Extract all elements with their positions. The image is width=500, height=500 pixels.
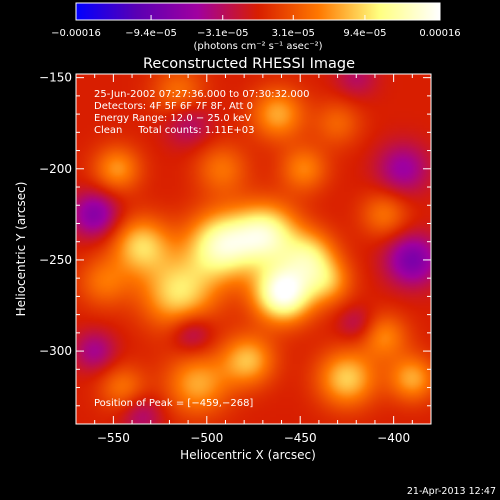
colorbar-ticks: −0.00016 −9.4e−05 −3.1e−05 3.1e−05 9.4e−05 0.… bbox=[51, 15, 461, 39]
y-tick-label: −300 bbox=[39, 344, 72, 358]
heatmap-image bbox=[76, 74, 431, 424]
plot-frame bbox=[75, 73, 432, 425]
info-overlay: 25-Jun-2002 07:27:36.000 to 07:30:32.000… bbox=[94, 89, 310, 409]
x-tick-label: −400 bbox=[377, 431, 410, 445]
colorbar-tick-label: 9.4e−05 bbox=[343, 28, 386, 39]
y-axis-label: Heliocentric Y (arcsec) bbox=[14, 182, 28, 317]
peak-position-label: Position of Peak = [−459,−268] bbox=[94, 398, 253, 409]
colorbar-tick-label: −9.4e−05 bbox=[125, 28, 177, 39]
y-tick-label: −250 bbox=[39, 253, 72, 267]
colorbar-tick-label: −3.1e−05 bbox=[197, 28, 249, 39]
axis-ticks: −550 −500 −450 −400 −150 −200 −250 −300 bbox=[39, 71, 432, 445]
x-tick-label: −500 bbox=[190, 431, 223, 445]
plot-area: −550 −500 −450 −400 −150 −200 −250 −300 bbox=[39, 71, 432, 445]
colorbar-gradient bbox=[75, 2, 441, 21]
info-line-detectors: Detectors: 4F 5F 6F 7F 8F, Att 0 bbox=[94, 101, 253, 112]
info-line-energy: Energy Range: 12.0 − 25.0 keV bbox=[94, 113, 251, 124]
x-tick-label: −550 bbox=[97, 431, 130, 445]
y-tick-label: −200 bbox=[39, 162, 72, 176]
colorbar-unit-label: (photons cm⁻² s⁻¹ asec⁻²) bbox=[193, 41, 322, 52]
colorbar: −0.00016 −9.4e−05 −3.1e−05 3.1e−05 9.4e−05 0.… bbox=[51, 2, 461, 52]
colorbar-tick-label: −0.00016 bbox=[51, 28, 101, 39]
info-line-clean: Clean Total counts: 1.11E+03 bbox=[94, 125, 254, 136]
chart-title: Reconstructed RHESSI Image bbox=[143, 56, 355, 72]
x-axis-label: Heliocentric X (arcsec) bbox=[180, 448, 316, 462]
info-line-time: 25-Jun-2002 07:27:36.000 to 07:30:32.000 bbox=[94, 89, 310, 100]
colorbar-tick-label: 3.1e−05 bbox=[272, 28, 315, 39]
y-tick-label: −150 bbox=[39, 71, 72, 85]
footer-timestamp: 21-Apr-2013 12:47 bbox=[407, 486, 496, 497]
x-tick-label: −450 bbox=[284, 431, 317, 445]
colorbar-tick-label: 0.00016 bbox=[419, 28, 460, 39]
